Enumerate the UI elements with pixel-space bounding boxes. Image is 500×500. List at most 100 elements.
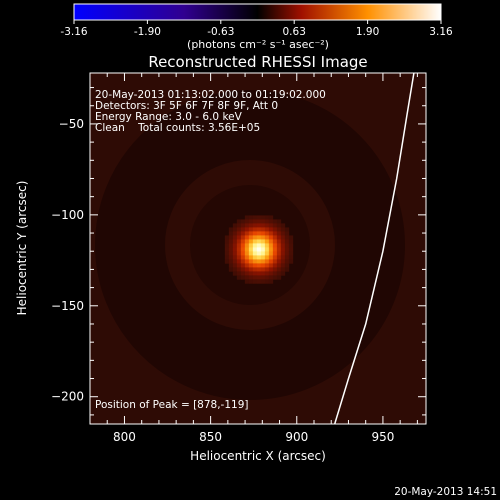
heat-pixel	[256, 227, 262, 232]
heat-pixel	[244, 271, 250, 276]
heat-pixel	[244, 247, 250, 252]
heat-pixel	[264, 243, 270, 248]
heat-pixel	[256, 235, 262, 240]
heat-pixel	[252, 247, 258, 252]
heat-pixel	[236, 255, 242, 260]
heat-pixel	[232, 267, 238, 272]
heat-pixel	[236, 259, 242, 264]
heat-pixel	[272, 255, 278, 260]
heat-pixel	[224, 243, 230, 248]
heat-pixel	[256, 243, 262, 248]
colorbar-ticks: -3.16 -1.90 -0.63 0.63 1.90 3.16	[60, 20, 453, 38]
heat-pixel	[268, 275, 274, 280]
heat-pixel	[264, 235, 270, 240]
heat-pixel	[272, 243, 278, 248]
heat-pixel	[228, 227, 234, 232]
heat-pixel	[272, 251, 278, 256]
heat-pixel	[256, 275, 262, 280]
heat-pixel	[268, 235, 274, 240]
heat-pixel	[280, 259, 286, 264]
heat-pixel	[252, 227, 258, 232]
heat-pixel	[236, 235, 242, 240]
heat-pixel	[244, 275, 250, 280]
heat-pixel	[244, 279, 250, 284]
heat-pixel	[264, 251, 270, 256]
x-tick-label: 800	[113, 430, 136, 444]
heat-pixel	[280, 251, 286, 256]
heat-pixel	[256, 239, 262, 244]
heat-pixel	[248, 219, 254, 224]
heat-pixel	[280, 243, 286, 248]
timestamp: 20-May-2013 14:51	[394, 486, 497, 498]
heat-pixel	[244, 235, 250, 240]
heat-pixel	[284, 251, 290, 256]
heat-pixel	[228, 267, 234, 272]
heat-pixel	[244, 251, 250, 256]
info-block: 20-May-2013 01:13:02.000 to 01:19:02.000…	[95, 89, 326, 134]
info-line-detectors: Detectors: 3F 5F 6F 7F 8F 9F, Att 0	[95, 100, 278, 112]
heat-pixel	[256, 255, 262, 260]
heat-pixel	[272, 219, 278, 224]
heat-pixel	[272, 223, 278, 228]
heat-pixel	[244, 227, 250, 232]
heat-pixel	[248, 227, 254, 232]
heat-pixel	[252, 235, 258, 240]
heat-pixel	[288, 255, 294, 260]
dark-ring	[95, 90, 405, 400]
heat-pixel	[264, 271, 270, 276]
heat-pixel	[268, 267, 274, 272]
heat-pixel	[252, 267, 258, 272]
heat-pixel	[236, 243, 242, 248]
heat-pixel	[272, 263, 278, 268]
heat-pixel	[276, 243, 282, 248]
heat-pixel	[244, 231, 250, 236]
x-tick-label: 850	[199, 430, 222, 444]
heat-pixel	[252, 275, 258, 280]
heat-pixel	[228, 239, 234, 244]
heat-pixel	[268, 219, 274, 224]
heat-pixel	[260, 243, 266, 248]
heat-pixel	[248, 231, 254, 236]
heat-pixel	[240, 231, 246, 236]
heat-pixel	[240, 271, 246, 276]
heat-pixel	[236, 271, 242, 276]
heat-pixel	[276, 227, 282, 232]
heat-pixel	[252, 243, 258, 248]
heat-pixel	[280, 223, 286, 228]
heat-pixel	[264, 255, 270, 260]
heat-pixel	[232, 243, 238, 248]
heat-pixel	[240, 223, 246, 228]
heat-pixel	[284, 259, 290, 264]
heat-pixel	[260, 239, 266, 244]
heat-pixel	[272, 235, 278, 240]
heat-pixel	[236, 251, 242, 256]
heat-pixel	[280, 255, 286, 260]
heat-pixel	[268, 227, 274, 232]
heat-pixel	[232, 235, 238, 240]
colorbar-tick-label: 1.90	[356, 26, 379, 38]
colorbar-tick-label: 0.63	[283, 26, 306, 38]
heat-pixel	[248, 259, 254, 264]
heat-pixel	[256, 231, 262, 236]
heat-pixel	[240, 243, 246, 248]
colorbar-label: (photons cm⁻² s⁻¹ asec⁻²)	[187, 38, 329, 51]
heat-pixel	[244, 243, 250, 248]
heat-pixel	[232, 223, 238, 228]
heat-pixel	[248, 251, 254, 256]
heat-pixel	[240, 227, 246, 232]
heat-pixel	[260, 279, 266, 284]
x-axis-label: Heliocentric X (arcsec)	[190, 449, 326, 463]
heat-pixel	[248, 223, 254, 228]
plot-area: 800 850 900 950 −50 −100 −150 −200	[51, 72, 427, 444]
info-line-energy: Energy Range: 3.0 - 6.0 keV	[95, 111, 243, 123]
heat-pixel	[260, 263, 266, 268]
heat-pixel	[268, 279, 274, 284]
heat-pixel	[248, 243, 254, 248]
colorbar-tick-label: -3.16	[60, 26, 87, 38]
heat-pixel	[264, 231, 270, 236]
heat-pixel	[240, 235, 246, 240]
x-tick-label: 900	[285, 430, 308, 444]
heat-pixel	[288, 239, 294, 244]
heat-pixel	[272, 247, 278, 252]
heat-pixel	[232, 239, 238, 244]
